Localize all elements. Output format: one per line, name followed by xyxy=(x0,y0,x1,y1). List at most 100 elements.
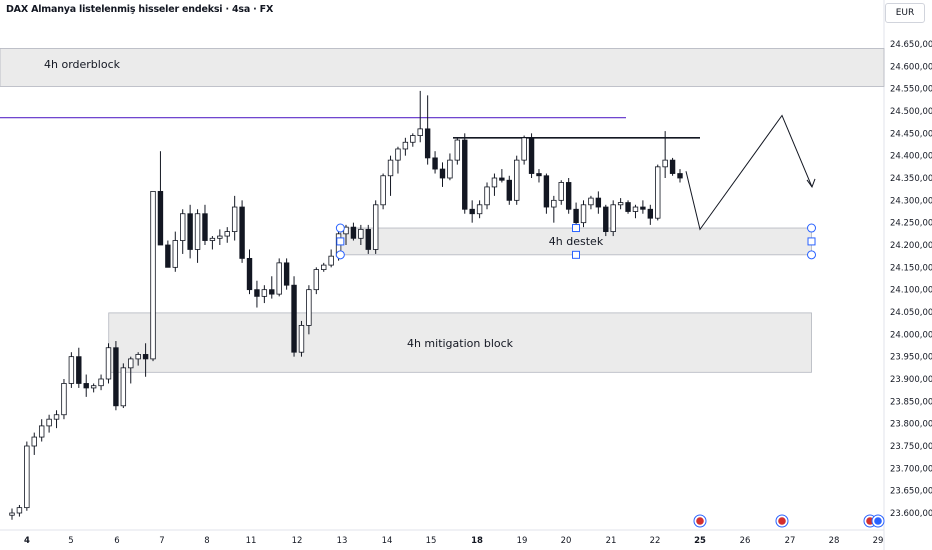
candle xyxy=(410,135,416,143)
price-tick-label: 23.850,00 xyxy=(890,397,932,407)
currency-selector[interactable]: EUR xyxy=(885,3,925,23)
price-tick-label: 23.650,00 xyxy=(890,487,932,497)
resize-handle[interactable] xyxy=(572,224,580,233)
candle xyxy=(380,175,386,206)
price-tick-label: 24.000,00 xyxy=(890,330,932,340)
time-tick-label: 19 xyxy=(517,536,528,546)
candle xyxy=(83,383,89,389)
resize-handle[interactable] xyxy=(335,223,345,233)
candle xyxy=(38,425,45,438)
candle xyxy=(580,204,587,224)
candle xyxy=(662,159,668,168)
price-tick-label: 23.700,00 xyxy=(890,464,932,474)
candle xyxy=(246,257,253,291)
candle xyxy=(46,418,52,427)
candle xyxy=(53,414,60,420)
candle xyxy=(194,213,201,250)
time-tick-label: 25 xyxy=(694,536,706,546)
candle xyxy=(306,289,312,326)
resize-handle[interactable] xyxy=(807,223,817,233)
candle xyxy=(150,190,156,360)
mitigation-label: 4h mitigation block xyxy=(407,337,514,350)
candle xyxy=(551,199,557,208)
resize-handle[interactable] xyxy=(335,250,345,260)
zone-0[interactable] xyxy=(0,48,885,87)
time-tick-label: 18 xyxy=(471,536,483,546)
candle xyxy=(417,128,423,136)
price-tick-label: 24.450,00 xyxy=(890,129,932,139)
price-tick-label: 24.400,00 xyxy=(890,152,932,162)
candle xyxy=(254,289,260,297)
candle xyxy=(402,141,409,150)
candle xyxy=(462,139,468,210)
candle xyxy=(372,204,379,250)
candle xyxy=(321,264,327,270)
price-tick-label: 24.650,00 xyxy=(890,40,932,50)
price-tick-label: 23.750,00 xyxy=(890,442,932,452)
candle xyxy=(506,179,512,201)
candle xyxy=(165,244,171,268)
candle xyxy=(543,175,550,208)
time-tick-label: 22 xyxy=(650,536,661,546)
candle xyxy=(276,262,282,295)
candle xyxy=(283,262,290,286)
candle xyxy=(499,177,505,181)
time-tick-label: 8 xyxy=(204,536,209,546)
candle xyxy=(632,206,639,212)
candle xyxy=(603,206,609,233)
candle xyxy=(432,157,438,170)
candle xyxy=(521,137,527,161)
candle xyxy=(514,159,520,201)
candle xyxy=(365,228,371,250)
candle xyxy=(76,356,82,384)
candle xyxy=(528,137,535,174)
candle xyxy=(98,378,104,387)
projection-arrowhead xyxy=(806,178,816,188)
price-tick-label: 24.500,00 xyxy=(890,107,932,117)
candle xyxy=(439,168,446,179)
candle xyxy=(180,213,186,241)
support-label: 4h destek xyxy=(549,235,604,248)
candle xyxy=(24,445,30,509)
candle xyxy=(231,206,238,233)
candle xyxy=(484,186,490,206)
candle xyxy=(239,206,245,259)
price-tick-label: 24.200,00 xyxy=(890,241,932,251)
candle xyxy=(677,173,683,179)
resize-handle[interactable] xyxy=(336,237,345,246)
candle xyxy=(617,202,624,206)
zone-2[interactable] xyxy=(108,312,812,373)
candle xyxy=(536,173,542,177)
price-tick-label: 24.150,00 xyxy=(890,263,932,273)
time-tick-label: 11 xyxy=(246,536,257,546)
candle xyxy=(157,190,164,246)
candle xyxy=(491,177,498,188)
candle xyxy=(358,228,364,239)
time-tick-label: 20 xyxy=(561,536,572,546)
resize-handle[interactable] xyxy=(807,237,816,246)
resize-handle[interactable] xyxy=(807,250,817,260)
candle xyxy=(61,383,67,416)
candle xyxy=(9,512,15,516)
zone-1[interactable] xyxy=(339,227,812,256)
candle xyxy=(588,197,594,206)
candle xyxy=(350,226,357,239)
orderblock-label: 4h orderblock xyxy=(44,58,121,71)
candle xyxy=(565,182,572,210)
time-tick-label: 27 xyxy=(785,536,796,546)
candle xyxy=(120,367,127,407)
time-tick-label: 6 xyxy=(114,536,119,546)
candle xyxy=(655,166,661,219)
candle xyxy=(640,206,646,210)
time-tick-label: 12 xyxy=(292,536,303,546)
projection-path[interactable] xyxy=(685,114,813,231)
resize-handle[interactable] xyxy=(572,250,580,259)
price-tick-label: 23.600,00 xyxy=(890,509,932,519)
price-tick-label: 24.100,00 xyxy=(890,286,932,296)
time-tick-label: 7 xyxy=(159,536,164,546)
event-marker-dot xyxy=(696,517,704,525)
candle xyxy=(105,347,112,380)
candle xyxy=(387,159,394,177)
